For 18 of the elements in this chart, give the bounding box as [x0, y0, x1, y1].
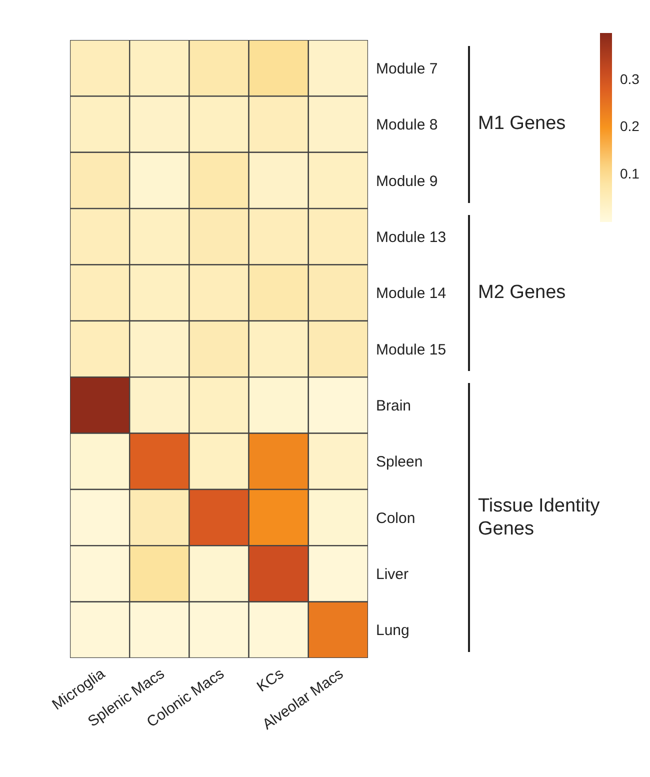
y-tick-label: Brain	[376, 398, 412, 415]
y-tick-label: Module 15	[376, 341, 446, 358]
y-tick-label: Module 8	[376, 116, 438, 134]
y-tick-label: Spleen	[376, 454, 423, 471]
y-tick-label: Module 9	[376, 172, 438, 190]
color-bar-label: 0.3	[620, 70, 640, 87]
y-tick-label: Lung	[376, 622, 410, 640]
y-tick-label: Colon	[376, 510, 416, 527]
x-tick-label: KCs	[254, 665, 287, 696]
y-tick-label: Liver	[376, 566, 409, 584]
y-tick-label: Module 7	[376, 60, 438, 78]
text: Tissue Identity Genes	[478, 494, 601, 542]
y-tick-label: Module 14	[376, 285, 446, 302]
y-tick-label: Module 13	[376, 228, 446, 246]
color-bar-label: 0.2	[620, 118, 640, 134]
color-bar-label: 0.1	[620, 165, 640, 182]
text: M1 Genes	[478, 112, 567, 136]
text: M2 Genes	[478, 280, 567, 305]
